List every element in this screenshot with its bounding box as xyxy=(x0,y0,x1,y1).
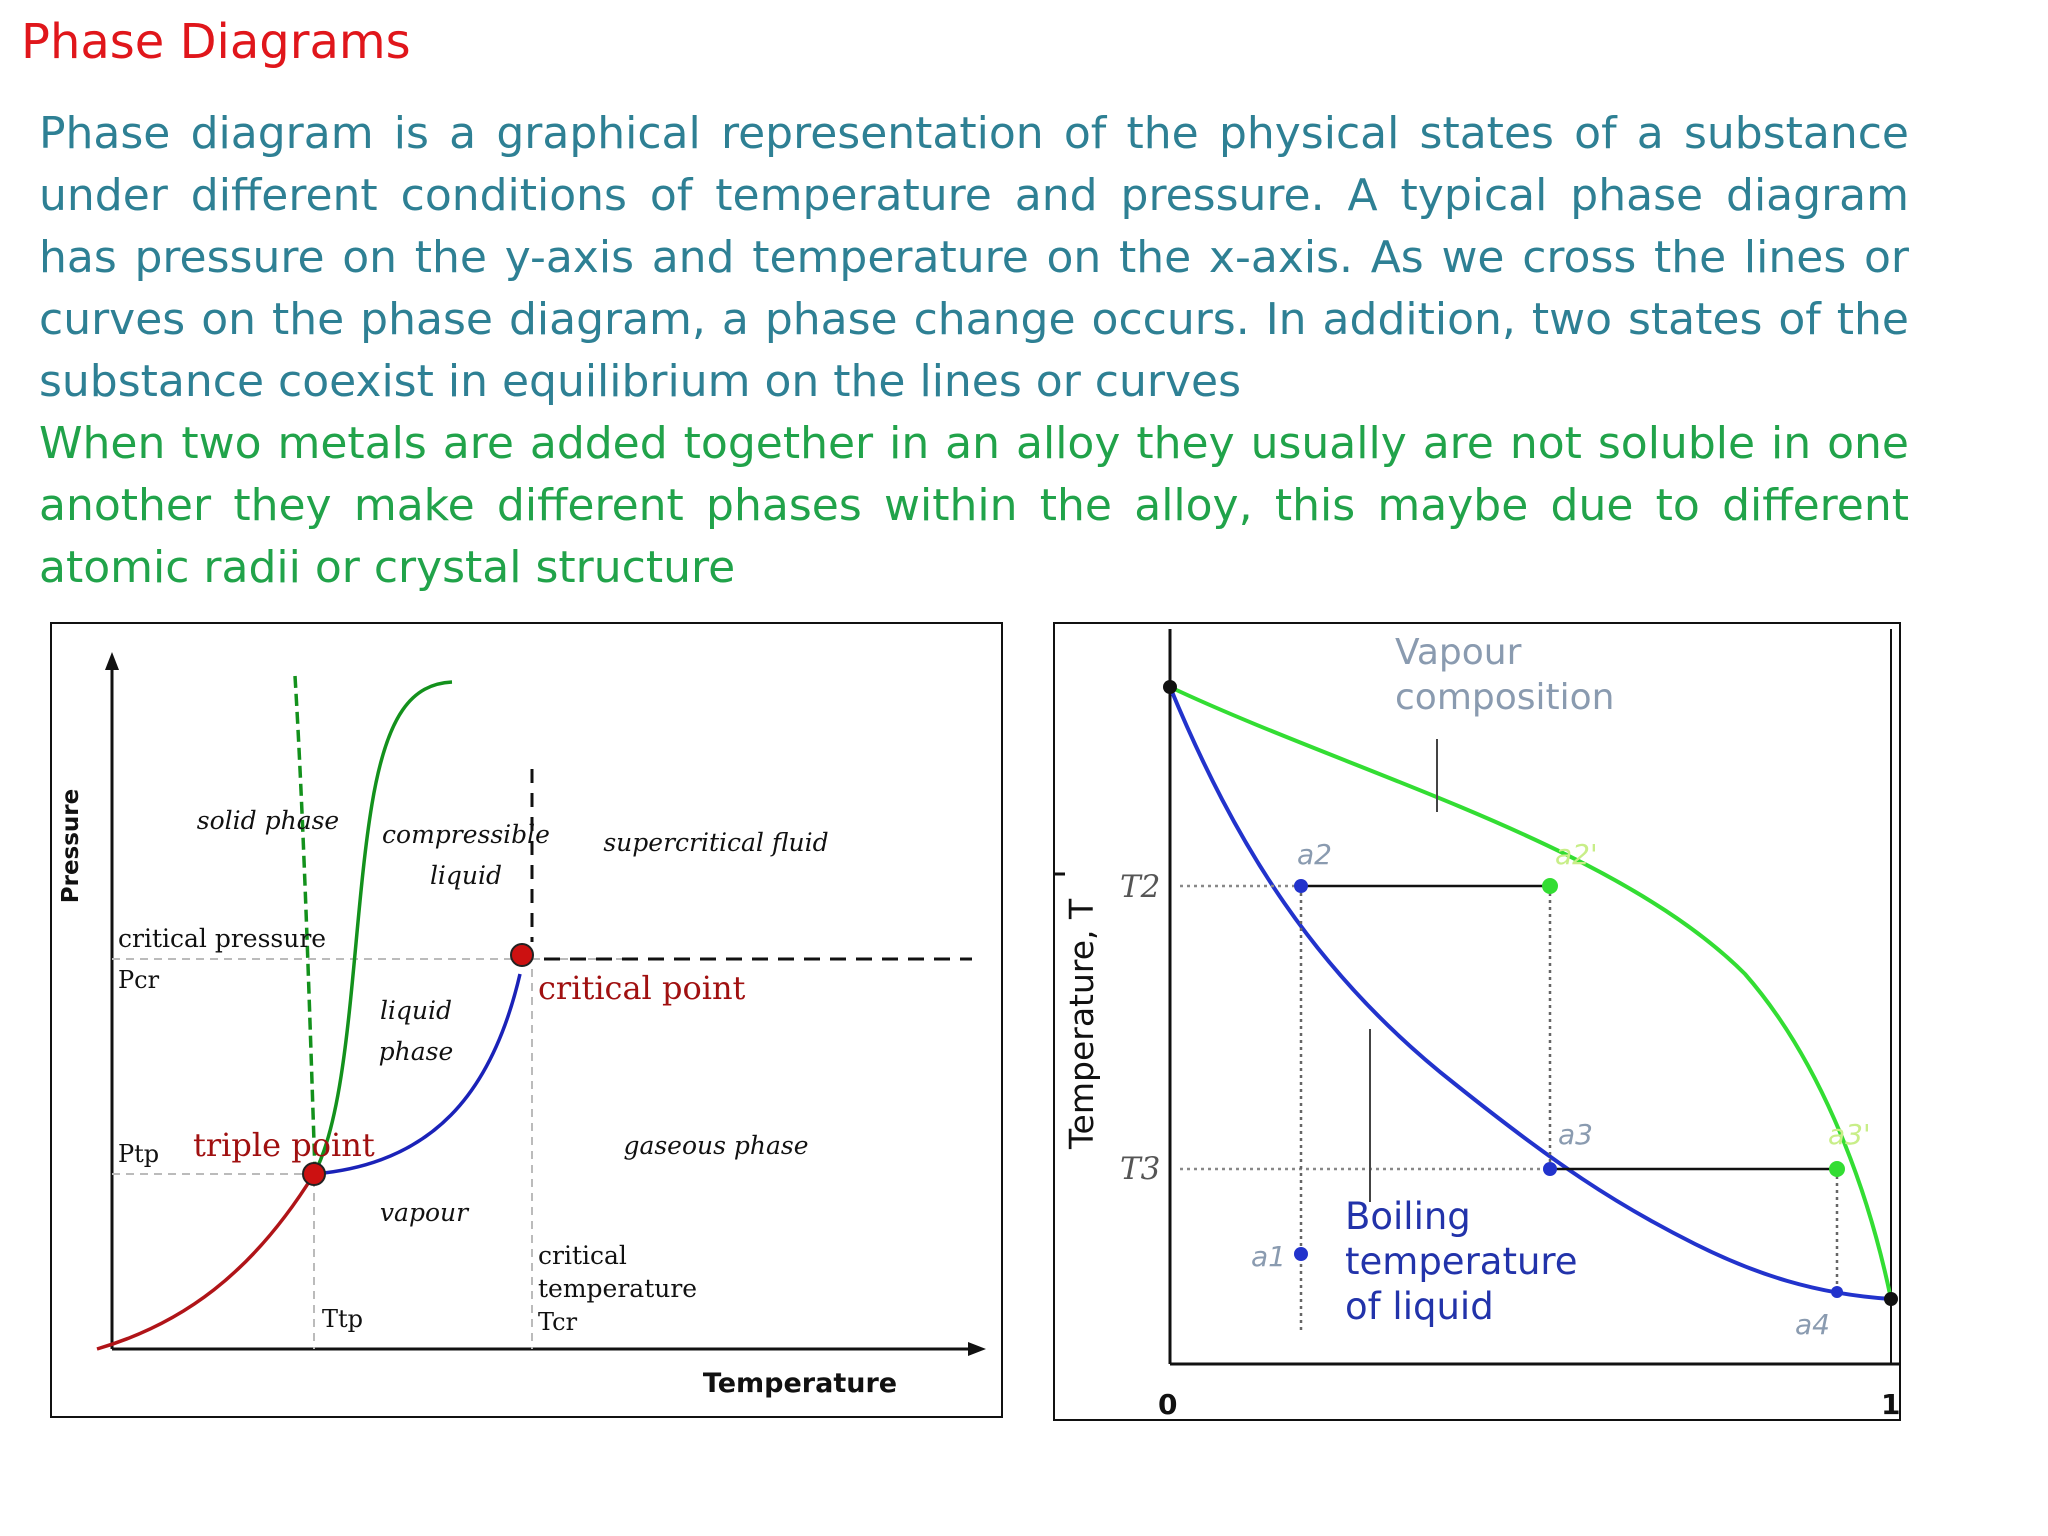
vapour-curve xyxy=(1169,685,1893,1300)
t2-label: T2 xyxy=(1120,869,1160,905)
critical-point-marker xyxy=(510,943,534,967)
x-min-label: 0 xyxy=(1158,1388,1177,1419)
sublimation-curve xyxy=(96,1173,316,1351)
phase-diagram-figure: Pressure Temperature solid phase compres… xyxy=(50,622,1003,1418)
a2p-point xyxy=(1542,878,1558,894)
triple-point-marker xyxy=(302,1162,326,1186)
a4-point xyxy=(1831,1286,1843,1298)
a3p-label: a3' xyxy=(1828,1118,1871,1151)
compressible-label-2: liquid xyxy=(430,861,502,890)
boiling-label-1: Boiling xyxy=(1345,1195,1471,1238)
temperature-axis-label: Temperature, T xyxy=(1062,898,1101,1150)
alloy-paragraph: When two metals are added together in an… xyxy=(39,418,1909,593)
ptp-label: Ptp xyxy=(118,1140,159,1168)
compressible-label-1: compressible xyxy=(382,820,550,849)
x-axis-arrow xyxy=(968,1342,986,1356)
a3-point xyxy=(1543,1162,1557,1176)
pressure-axis-label: Pressure xyxy=(58,789,84,904)
critical-pressure-label: critical pressure xyxy=(118,924,326,953)
a3-label: a3 xyxy=(1558,1118,1593,1151)
supercritical-label: supercritical fluid xyxy=(603,828,828,857)
a1-label: a1 xyxy=(1251,1240,1286,1273)
start-point xyxy=(1163,680,1177,694)
temperature-axis-label: Temperature xyxy=(703,1368,897,1399)
end-point xyxy=(1884,1292,1898,1306)
gaseous-label: gaseous phase xyxy=(623,1131,808,1160)
boiling-label-3: of liquid xyxy=(1345,1285,1494,1328)
boiling-diagram-figure: Temperature, T T2 T3 0 1 Vapour composit… xyxy=(1053,622,1901,1421)
a2-point xyxy=(1294,879,1308,893)
solid-phase-label: solid phase xyxy=(197,806,339,835)
a1-point xyxy=(1294,1247,1308,1261)
a2p-label: a2' xyxy=(1555,838,1598,871)
a2-label: a2 xyxy=(1297,838,1332,871)
vapour-label-1: Vapour xyxy=(1395,632,1522,673)
liquid-curve xyxy=(1168,686,1892,1301)
intro-paragraph: Phase diagram is a graphical representat… xyxy=(39,108,1909,407)
vaporization-curve xyxy=(313,973,522,1176)
page-title: Phase Diagrams xyxy=(21,14,411,70)
tcr-label: Tcr xyxy=(538,1308,578,1336)
critical-temperature-label-2: temperature xyxy=(538,1274,697,1303)
a3p-point xyxy=(1829,1161,1845,1177)
critical-temperature-label-1: critical xyxy=(538,1241,627,1270)
liquid-label-2: phase xyxy=(379,1037,454,1066)
phase-diagram-svg: Pressure Temperature solid phase compres… xyxy=(58,652,986,1399)
y-axis-arrow xyxy=(105,652,119,670)
vapour-label-2: composition xyxy=(1395,677,1614,718)
boiling-label-2: temperature xyxy=(1345,1240,1578,1283)
triple-point-label: triple point xyxy=(193,1126,375,1164)
pcr-label: Pcr xyxy=(118,966,160,994)
vapour-label: vapour xyxy=(380,1198,470,1227)
liquid-label-1: liquid xyxy=(380,996,452,1025)
t3-label: T3 xyxy=(1120,1151,1160,1187)
ttp-label: Ttp xyxy=(322,1305,363,1333)
critical-point-label: critical point xyxy=(538,969,746,1007)
x-max-label: 1 xyxy=(1881,1388,1899,1419)
boiling-diagram-svg: Temperature, T T2 T3 0 1 Vapour composit… xyxy=(1055,629,1900,1421)
a4-label: a4 xyxy=(1795,1308,1830,1341)
water-melting-curve xyxy=(293,675,317,1173)
melting-curve xyxy=(312,680,453,1175)
